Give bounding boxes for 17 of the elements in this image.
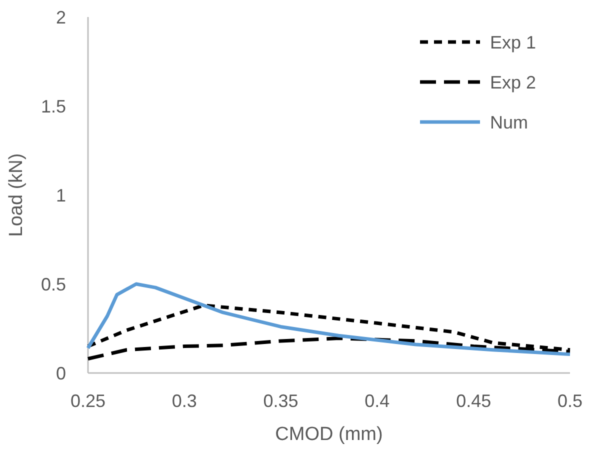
x-tick-label: 0.3: [172, 391, 197, 411]
x-tick-label: 0.25: [70, 391, 106, 411]
y-tick-label: 1.5: [40, 96, 66, 116]
x-axis-title: CMOD (mm): [275, 424, 383, 445]
x-tick-label: 0.35: [263, 391, 298, 411]
legend-label: Exp 2: [490, 72, 536, 92]
x-tick-label: 0.5: [557, 391, 583, 411]
legend-label: Exp 1: [490, 32, 536, 52]
y-tick-label: 0.5: [40, 274, 66, 294]
line-series: [86, 282, 572, 356]
y-tick-label: 0: [56, 363, 66, 384]
x-tick-label: 0.45: [456, 391, 492, 411]
y-axis-title: Load (kN): [6, 153, 27, 237]
legend-label: Num: [490, 112, 528, 132]
x-tick-label: 0.4: [364, 391, 390, 411]
y-tick-label: 2: [56, 7, 66, 28]
y-tick-label: 1: [56, 185, 66, 206]
